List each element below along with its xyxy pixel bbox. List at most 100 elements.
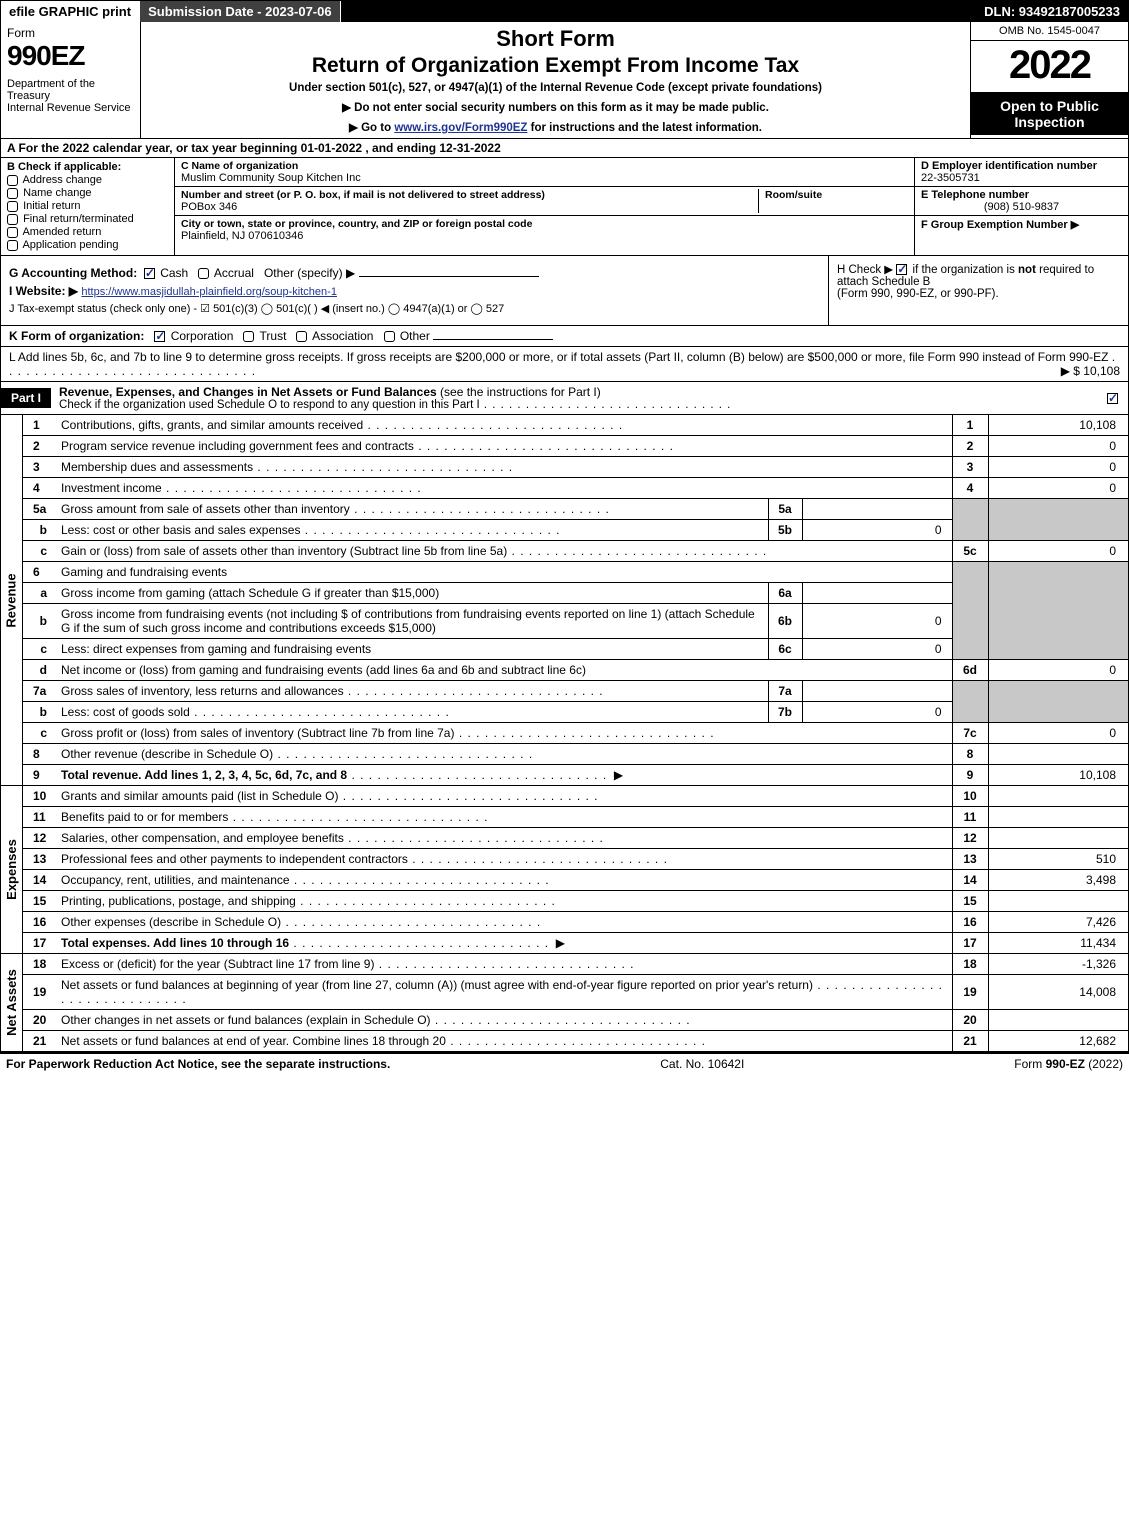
l-text: L Add lines 5b, 6c, and 7b to line 9 to … (9, 350, 1108, 364)
chk-amended-return[interactable]: Amended return (7, 226, 168, 238)
col-c-org: C Name of organization Muslim Community … (175, 158, 914, 255)
ein-row: D Employer identification number 22-3505… (915, 158, 1128, 187)
org-city: Plainfield, NJ 070610346 (181, 230, 908, 242)
g-label: G Accounting Method: (9, 266, 137, 280)
other-org-input[interactable] (433, 339, 553, 340)
website-link[interactable]: https://www.masjidullah-plainfield.org/s… (81, 286, 337, 298)
line-15: 15 Printing, publications, postage, and … (23, 891, 1128, 912)
line-11: 11 Benefits paid to or for members 11 (23, 807, 1128, 828)
revenue-side-label: Revenue (1, 415, 23, 785)
row-a-tax-year: A For the 2022 calendar year, or tax yea… (1, 139, 1128, 158)
department: Department of the Treasury Internal Reve… (7, 78, 134, 114)
line-6: 6 Gaming and fundraising events (23, 562, 1128, 583)
phone-value: (908) 510-9837 (921, 201, 1122, 213)
chk-application-pending[interactable]: Application pending (7, 239, 168, 251)
chk-address-change[interactable]: Address change (7, 174, 168, 186)
expenses-side-label: Expenses (1, 786, 23, 953)
other-org-label: Other (400, 329, 430, 343)
line-3: 3 Membership dues and assessments 3 0 (23, 457, 1128, 478)
phone-row: E Telephone number (908) 510-9837 (915, 187, 1128, 216)
org-name: Muslim Community Soup Kitchen Inc (181, 172, 908, 184)
row-k: K Form of organization: Corporation Trus… (1, 326, 1128, 347)
row-l: L Add lines 5b, 6c, and 7b to line 9 to … (1, 347, 1128, 382)
footer-left: For Paperwork Reduction Act Notice, see … (6, 1057, 390, 1071)
line-18: 18 Excess or (deficit) for the year (Sub… (23, 954, 1128, 975)
group-exemption-row: F Group Exemption Number ▶ (915, 216, 1128, 233)
ln: 1 (23, 415, 55, 436)
form-title: Return of Organization Exempt From Incom… (149, 54, 962, 78)
chk-final-return[interactable]: Final return/terminated (7, 213, 168, 225)
line-6b: b Gross income from fundraising events (… (23, 604, 1128, 639)
line-4: 4 Investment income 4 0 (23, 478, 1128, 499)
part-i-title-block: Revenue, Expenses, and Changes in Net As… (59, 382, 1107, 414)
part-i-checkline: Check if the organization used Schedule … (59, 399, 1107, 411)
line-9: 9 Total revenue. Add lines 1, 2, 3, 4, 5… (23, 765, 1128, 786)
spacer (341, 1, 977, 22)
lv: 10,108 (988, 415, 1128, 436)
addr-label: Number and street (or P. O. box, if mail… (181, 189, 758, 201)
l-amount-wrap: ▶ $ 10,108 (1061, 364, 1120, 378)
form-label: Form (7, 26, 134, 40)
open-to-public: Open to Public Inspection (971, 93, 1128, 135)
goto-pre: ▶ Go to (349, 122, 394, 134)
ghij-left: G Accounting Method: Cash Accrual Other … (1, 256, 828, 325)
line-8: 8 Other revenue (describe in Schedule O)… (23, 744, 1128, 765)
netassets-side-label: Net Assets (1, 954, 23, 1051)
line-2: 2 Program service revenue including gove… (23, 436, 1128, 457)
chk-initial-return[interactable]: Initial return (7, 200, 168, 212)
footer-mid: Cat. No. 10642I (660, 1057, 744, 1071)
other-specify-input[interactable] (359, 276, 539, 277)
block-b-c-def: B Check if applicable: Address change Na… (1, 158, 1128, 256)
line-5a: 5a Gross amount from sale of assets othe… (23, 499, 1128, 520)
tax-year: 2022 (971, 41, 1128, 93)
chk-association[interactable] (296, 331, 307, 342)
line-10: 10 Grants and similar amounts paid (list… (23, 786, 1128, 807)
group-exemption-label: F Group Exemption Number ▶ (921, 219, 1079, 231)
j-tax-exempt: J Tax-exempt status (check only one) - ☑… (9, 302, 820, 315)
ld: Contributions, gifts, grants, and simila… (61, 418, 363, 432)
chk-other-org[interactable] (384, 331, 395, 342)
chk-cash[interactable] (144, 268, 155, 279)
chk-trust[interactable] (243, 331, 254, 342)
part-i-title: Revenue, Expenses, and Changes in Net As… (59, 385, 437, 399)
part-i-check[interactable] (1107, 391, 1128, 405)
expenses-section: Expenses 10 Grants and similar amounts p… (1, 786, 1128, 954)
part-i-sub: (see the instructions for Part I) (440, 385, 601, 399)
header-right: OMB No. 1545-0047 2022 Open to Public In… (970, 22, 1128, 138)
h-box: H Check ▶ if the organization is not req… (828, 256, 1128, 325)
g-accounting: G Accounting Method: Cash Accrual Other … (9, 266, 820, 280)
chk-accrual[interactable] (198, 268, 209, 279)
footer-right: Form 990-EZ (2022) (1014, 1057, 1123, 1071)
goto-post: for instructions and the latest informat… (527, 122, 762, 134)
h-not: not (1018, 264, 1036, 276)
h-mid: if the organization is (913, 264, 1018, 276)
netassets-table: 18 Excess or (deficit) for the year (Sub… (23, 954, 1128, 1051)
chk-schedule-b[interactable] (896, 264, 907, 275)
org-address: POBox 346 (181, 201, 758, 213)
cash-label: Cash (160, 266, 188, 280)
l-amount: 10,108 (1083, 364, 1120, 378)
h-pre: H Check ▶ (837, 264, 896, 276)
line-5c: c Gain or (loss) from sale of assets oth… (23, 541, 1128, 562)
other-label: Other (specify) ▶ (264, 266, 355, 280)
col-b-checkboxes: B Check if applicable: Address change Na… (1, 158, 175, 255)
chk-corporation[interactable] (154, 331, 165, 342)
h-text4: (Form 990, 990-EZ, or 990-PF). (837, 288, 999, 300)
line-7a: 7a Gross sales of inventory, less return… (23, 681, 1128, 702)
city-label: City or town, state or province, country… (181, 218, 908, 230)
phone-label: E Telephone number (921, 189, 1122, 201)
org-address-row: Number and street (or P. O. box, if mail… (175, 187, 914, 216)
ein-label: D Employer identification number (921, 160, 1122, 172)
line-17: 17 Total expenses. Add lines 10 through … (23, 933, 1128, 954)
goto-note: ▶ Go to www.irs.gov/Form990EZ for instru… (149, 120, 962, 134)
accrual-label: Accrual (214, 266, 254, 280)
chk-name-change[interactable]: Name change (7, 187, 168, 199)
irs-link[interactable]: www.irs.gov/Form990EZ (394, 122, 527, 134)
header-left: Form 990EZ Department of the Treasury In… (1, 22, 141, 138)
efile-print-button[interactable]: efile GRAPHIC print (1, 1, 140, 22)
part-i-header: Part I Revenue, Expenses, and Changes in… (1, 382, 1128, 415)
line-6d: d Net income or (loss) from gaming and f… (23, 660, 1128, 681)
room-label: Room/suite (765, 189, 908, 201)
line-12: 12 Salaries, other compensation, and emp… (23, 828, 1128, 849)
org-name-row: C Name of organization Muslim Community … (175, 158, 914, 187)
